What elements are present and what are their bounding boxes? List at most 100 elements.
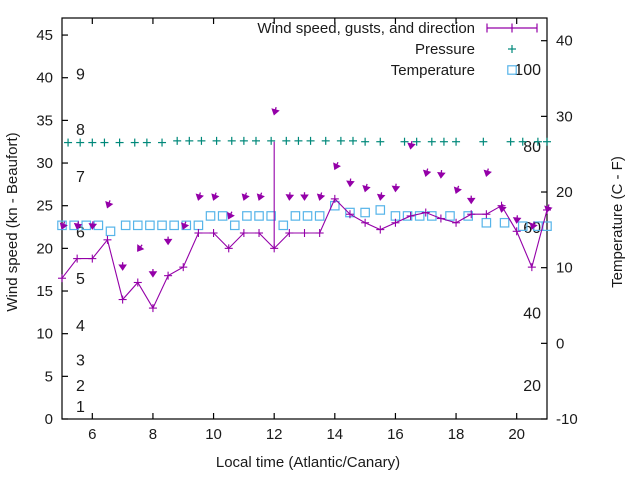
pressure-scale-label: 80 xyxy=(523,139,541,156)
temperature-point xyxy=(375,205,386,215)
pressure-scale-label: 40 xyxy=(523,305,541,322)
x-axis-title: Local time (Atlantic/Canary) xyxy=(216,454,400,471)
temperature-point xyxy=(145,220,155,231)
wind-speed-point xyxy=(73,254,82,263)
pressure-point xyxy=(76,138,85,147)
wind-speed-point xyxy=(164,271,173,280)
pressure-point xyxy=(349,136,357,145)
wind-arrow xyxy=(483,168,492,177)
wind-speed-point xyxy=(209,229,218,238)
pressure-point xyxy=(100,138,109,147)
beaufort-label: 5 xyxy=(76,271,85,288)
y-tick-label: 40 xyxy=(36,70,53,87)
pressure-point xyxy=(427,137,436,146)
wind-arrow xyxy=(498,204,507,213)
y-tick-label: 45 xyxy=(36,27,53,44)
pressure-point xyxy=(376,137,385,146)
wind-speed-point xyxy=(300,229,309,238)
temperature-point xyxy=(427,211,437,221)
pressure-point xyxy=(336,136,345,145)
wind-speed-point xyxy=(376,225,385,234)
wind-speed-point xyxy=(452,218,461,227)
pressure-point xyxy=(294,136,303,145)
pressure-point xyxy=(543,137,551,146)
temperature-point xyxy=(105,226,116,237)
x-tick-label: 18 xyxy=(448,426,465,443)
pressure-point xyxy=(267,136,276,145)
wind-arrow xyxy=(285,192,295,201)
temperature-point xyxy=(169,220,179,231)
wind-speed-point xyxy=(88,254,97,263)
legend-temperature-swatch xyxy=(507,65,517,75)
wind-arrow xyxy=(422,168,432,177)
x-tick-label: 14 xyxy=(326,426,343,443)
wind-speed-point xyxy=(255,229,264,238)
wind-speed-point xyxy=(285,229,294,238)
wind-speed-point xyxy=(133,278,142,287)
pressure-point xyxy=(306,136,315,145)
temperature-point xyxy=(360,207,370,218)
wind-speed-point xyxy=(103,235,112,244)
wind-speed-point xyxy=(315,229,324,238)
wind-arrow xyxy=(137,244,145,252)
y2-tick-label: 10 xyxy=(556,260,573,277)
temperature-point xyxy=(517,221,528,231)
temperature-point xyxy=(157,220,167,231)
pressure-point xyxy=(142,138,151,147)
beaufort-label: 3 xyxy=(76,352,85,369)
pressure-point xyxy=(185,136,194,145)
legend-label-1: Pressure xyxy=(415,41,475,58)
pressure-point xyxy=(321,136,330,145)
wind-arrow xyxy=(73,221,83,230)
wind-arrow xyxy=(148,269,158,278)
beaufort-label: 9 xyxy=(76,66,85,83)
wind-arrow xyxy=(333,161,341,171)
wind-arrow xyxy=(88,221,98,230)
wind-direction-arrows xyxy=(59,106,553,278)
wind-speed-point xyxy=(345,210,354,219)
y2-tick-label: 20 xyxy=(556,184,573,201)
wind-speed-point xyxy=(224,244,233,253)
pressure-point xyxy=(400,137,409,146)
x-tick-label: 10 xyxy=(205,426,222,443)
wind-arrow xyxy=(195,192,204,201)
pressure-point xyxy=(439,137,448,146)
beaufort-label: 6 xyxy=(76,224,85,241)
pressure-point xyxy=(173,136,182,145)
wind-arrow xyxy=(163,236,173,246)
y-tick-label: 5 xyxy=(45,368,53,385)
wind-arrow xyxy=(453,185,462,194)
pressure-point xyxy=(533,137,542,146)
temperature-point xyxy=(254,211,264,221)
beaufort-label: 2 xyxy=(76,378,85,395)
y2-axis-ticks: -10 0 10 20 30 40 xyxy=(541,33,578,428)
legend-label-0: Wind speed, gusts, and direction xyxy=(257,20,475,37)
wind-speed-point xyxy=(527,263,536,272)
x-tick-label: 16 xyxy=(387,426,404,443)
pressure-point xyxy=(412,137,421,146)
y2-tick-label: 40 xyxy=(556,33,573,50)
wind-speed-point xyxy=(118,295,127,304)
pressure-point xyxy=(479,137,488,146)
y2-tick-label: 30 xyxy=(556,108,573,125)
pressure-point xyxy=(197,136,206,145)
wind-arrow xyxy=(362,183,371,193)
pressure-point xyxy=(361,137,370,146)
temperature-point xyxy=(302,211,313,221)
chart-legend: Wind speed, gusts, and direction Pressure… xyxy=(257,20,538,79)
wind-arrow xyxy=(376,192,386,201)
pressure-point xyxy=(130,138,139,147)
temperature-point xyxy=(217,211,228,221)
x-tick-label: 6 xyxy=(88,426,96,443)
wind-speed-point xyxy=(148,304,157,313)
temperature-point xyxy=(205,211,216,221)
wind-speed-point xyxy=(361,218,370,227)
pressure-point xyxy=(115,138,124,147)
pressure-point xyxy=(64,138,73,147)
wind-arrow xyxy=(346,178,355,188)
wind-arrow xyxy=(407,141,416,150)
wind-arrow xyxy=(241,192,250,201)
y2-tick-label: 0 xyxy=(556,335,564,352)
